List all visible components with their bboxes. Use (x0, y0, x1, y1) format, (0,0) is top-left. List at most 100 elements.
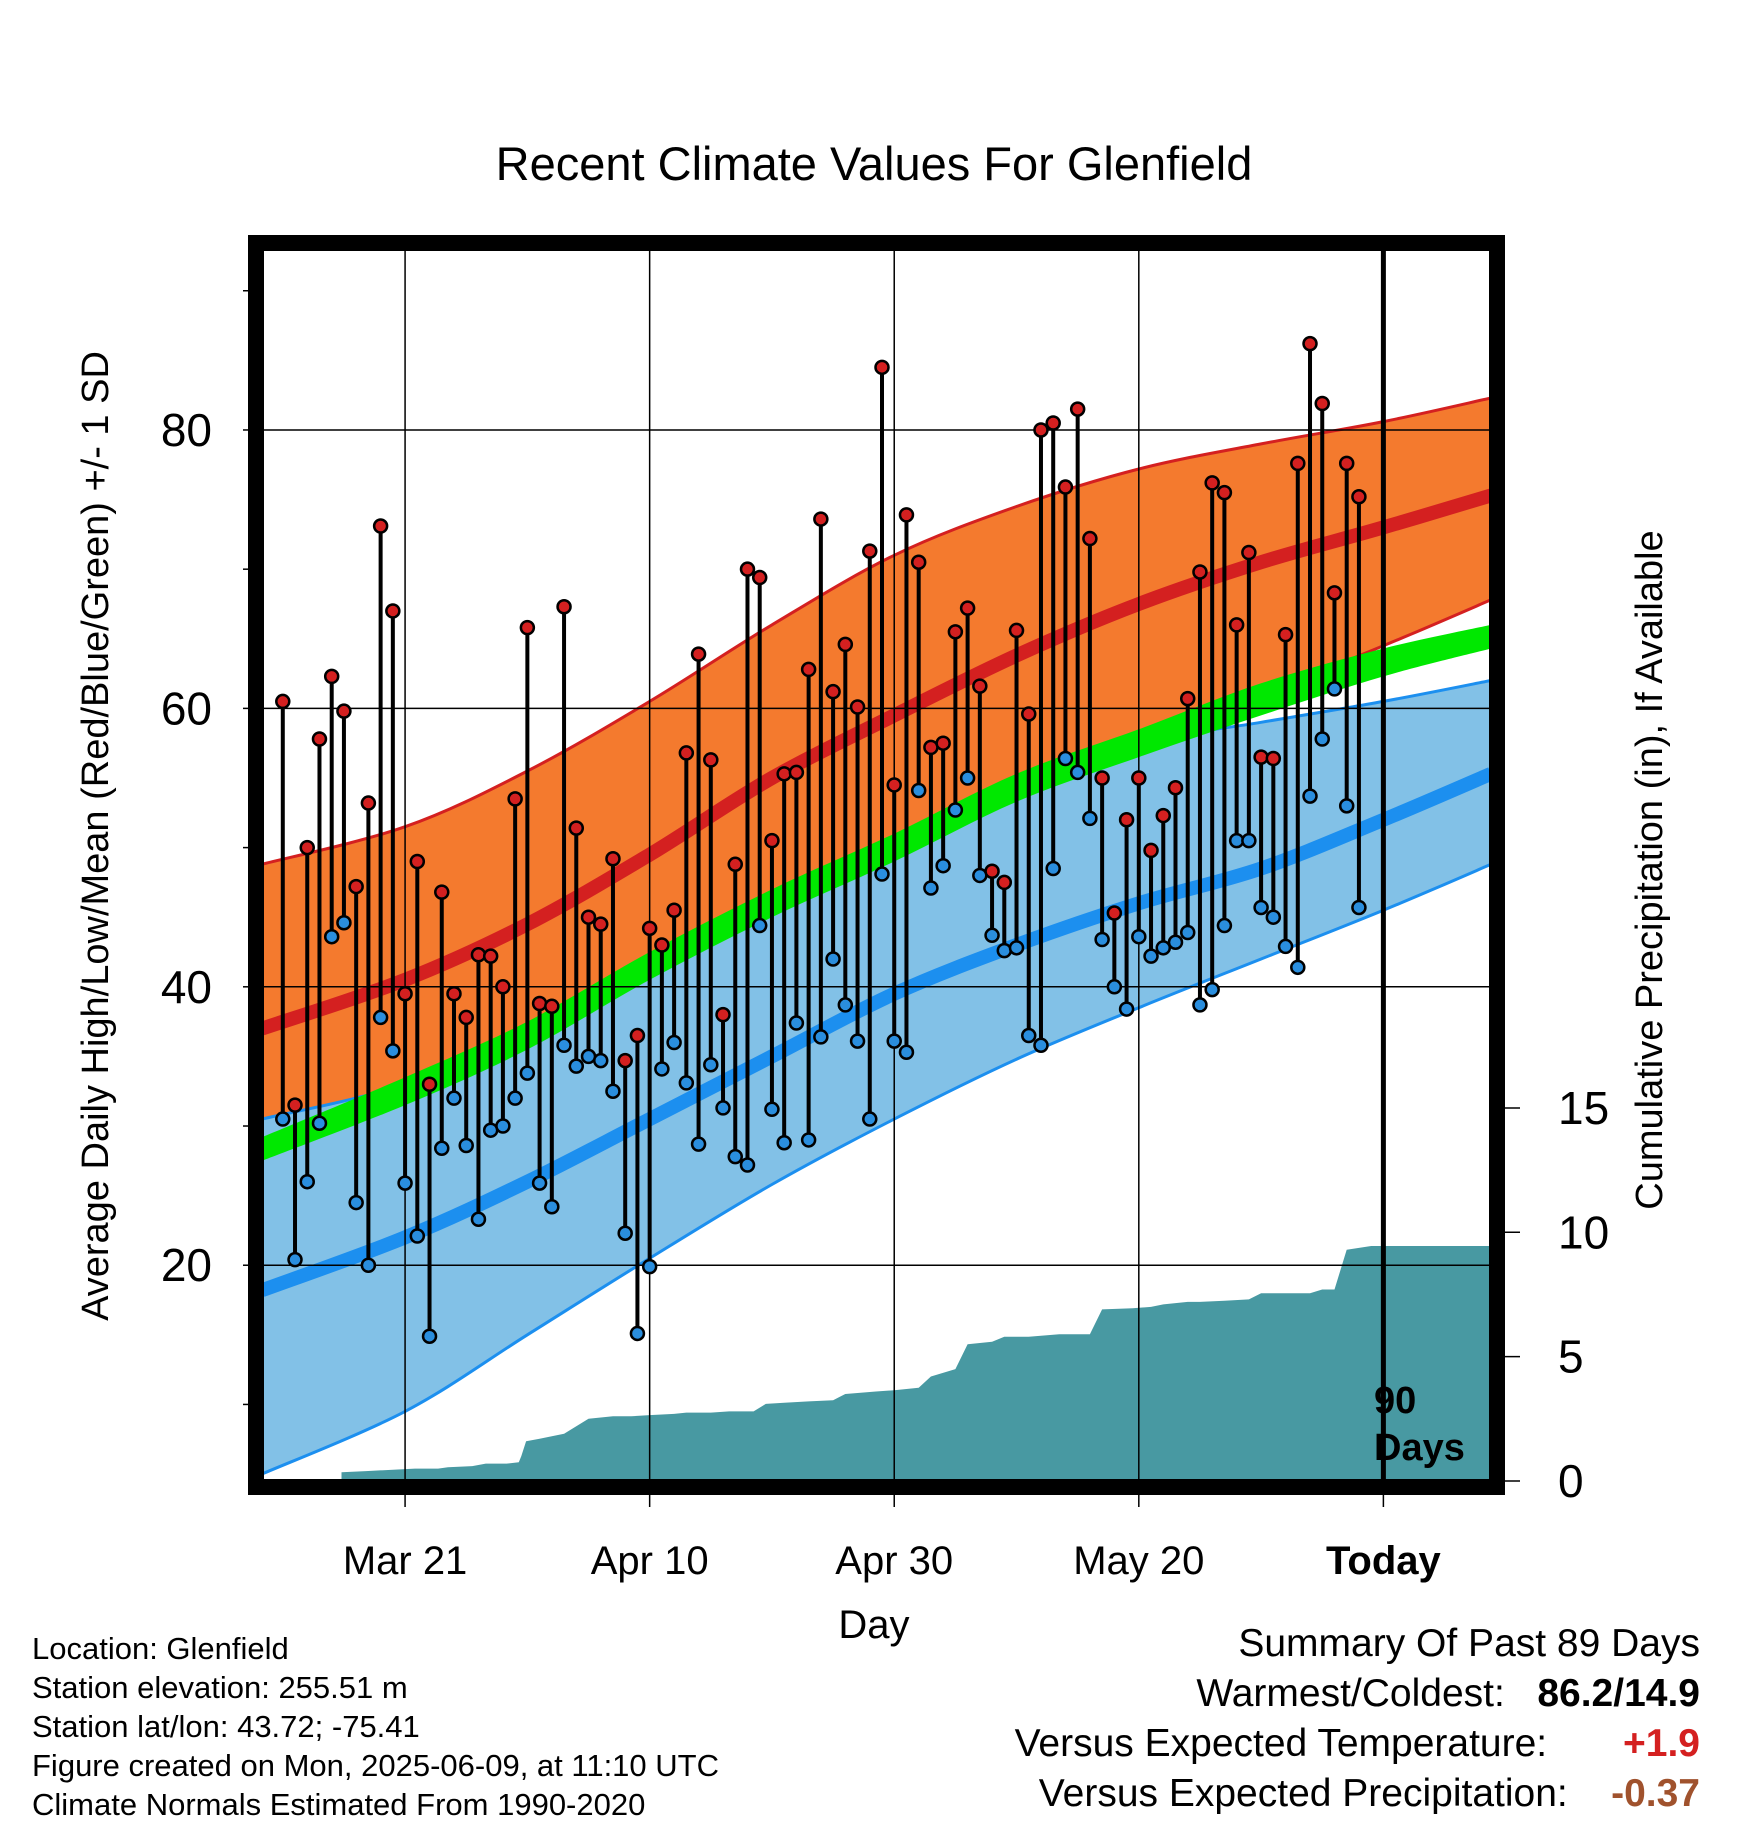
low-point-11 (409, 1228, 426, 1244)
high-point-31 (654, 937, 670, 953)
low-point-45 (825, 951, 841, 967)
low-point-28 (617, 1225, 633, 1241)
high-point-58 (984, 863, 1000, 880)
low-point-0 (275, 1111, 291, 1127)
low-point-38 (739, 1157, 756, 1173)
high-point-2 (299, 839, 315, 856)
low-point-24 (568, 1058, 585, 1074)
high-point-0 (275, 693, 291, 710)
high-point-30 (641, 920, 658, 937)
high-point-80 (1253, 749, 1269, 765)
y2-tick-label-5: 5 (1558, 1331, 1584, 1383)
low-point-85 (1314, 731, 1330, 747)
high-point-60 (1008, 622, 1025, 639)
high-point-83 (1290, 455, 1306, 472)
high-point-3 (311, 731, 328, 747)
high-point-55 (947, 624, 964, 640)
high-point-50 (886, 777, 902, 793)
low-point-49 (874, 866, 890, 882)
low-point-60 (1008, 940, 1025, 956)
high-point-84 (1302, 335, 1318, 352)
high-point-85 (1314, 395, 1330, 412)
plot-frame (248, 235, 1505, 1495)
y2-tick-label-10: 10 (1558, 1206, 1609, 1258)
high-point-69 (1118, 812, 1135, 828)
low-point-15 (458, 1137, 474, 1154)
high-point-78 (1228, 617, 1245, 633)
low-point-61 (1020, 1027, 1037, 1044)
low-point-77 (1216, 917, 1233, 934)
high-point-20 (519, 619, 536, 636)
axes: 20 40 60 80 Mar 21 Apr 10 Apr 30 May 20 Today 0 5 1… (161, 290, 1609, 1583)
high-point-88 (1351, 489, 1367, 505)
low-point-41 (776, 1134, 792, 1151)
warm-cold-row: Warmest/Coldest: 86.2/14.9 (1196, 1672, 1700, 1716)
high-point-14 (446, 986, 462, 1002)
low-point-56 (959, 770, 976, 786)
high-point-16 (470, 947, 487, 963)
today-days-label-word: Days (1374, 1427, 1465, 1469)
low-point-14 (446, 1090, 462, 1106)
low-point-54 (935, 857, 951, 874)
high-point-73 (1167, 779, 1184, 796)
low-point-79 (1241, 832, 1257, 849)
low-point-50 (886, 1033, 902, 1049)
high-point-25 (580, 909, 597, 925)
high-point-77 (1216, 484, 1233, 501)
x-tick-label-2: Apr 30 (835, 1539, 953, 1583)
precip-value: -0.37 (1611, 1772, 1700, 1815)
low-point-63 (1045, 860, 1061, 877)
warm-cold-label: Warmest/Coldest: (1196, 1672, 1505, 1715)
high-point-56 (959, 600, 976, 616)
low-point-75 (1192, 997, 1208, 1013)
high-point-15 (458, 1009, 474, 1026)
low-point-26 (592, 1052, 609, 1069)
high-point-7 (360, 795, 377, 811)
low-point-59 (996, 942, 1013, 959)
high-point-66 (1082, 530, 1098, 547)
low-point-51 (898, 1044, 915, 1060)
low-point-46 (837, 997, 854, 1013)
low-point-44 (813, 1029, 829, 1045)
high-point-72 (1155, 807, 1172, 824)
high-point-42 (788, 764, 805, 781)
high-point-21 (531, 995, 548, 1012)
low-point-2 (299, 1173, 315, 1190)
high-point-64 (1057, 479, 1074, 495)
low-point-73 (1167, 934, 1184, 951)
low-point-39 (751, 917, 768, 934)
high-point-13 (434, 884, 450, 900)
y-tick-label-80: 80 (161, 404, 212, 456)
low-point-40 (764, 1101, 780, 1118)
high-point-82 (1277, 626, 1294, 643)
high-point-57 (972, 678, 988, 694)
high-point-26 (592, 916, 609, 932)
x-tick-label-0: Mar 21 (343, 1539, 468, 1583)
low-point-6 (348, 1194, 364, 1211)
precipitation-area (341, 1246, 1491, 1481)
high-point-61 (1020, 706, 1037, 722)
high-point-65 (1069, 401, 1086, 417)
high-point-49 (874, 359, 890, 376)
low-point-88 (1351, 899, 1367, 916)
high-point-27 (605, 850, 621, 867)
low-point-76 (1204, 981, 1220, 998)
low-point-32 (666, 1034, 682, 1051)
x-tick-label-1: Apr 10 (591, 1539, 709, 1583)
low-point-65 (1069, 764, 1086, 781)
daily-temperature-data (275, 249, 1386, 1481)
precip-label: Versus Expected Precipitation: (1038, 1772, 1568, 1815)
low-point-48 (862, 1111, 878, 1127)
high-point-51 (898, 507, 915, 523)
low-point-33 (678, 1075, 695, 1091)
high-point-5 (336, 703, 352, 719)
low-point-27 (605, 1083, 621, 1099)
low-point-47 (849, 1033, 866, 1049)
y2-tick-label-0: 0 (1558, 1455, 1584, 1507)
high-point-6 (348, 878, 364, 895)
location-text: Location: Glenfield (32, 1631, 289, 1666)
high-point-36 (715, 1006, 731, 1023)
high-point-46 (837, 636, 854, 653)
high-point-28 (617, 1052, 633, 1069)
y2-tick-label-15: 15 (1558, 1082, 1609, 1134)
